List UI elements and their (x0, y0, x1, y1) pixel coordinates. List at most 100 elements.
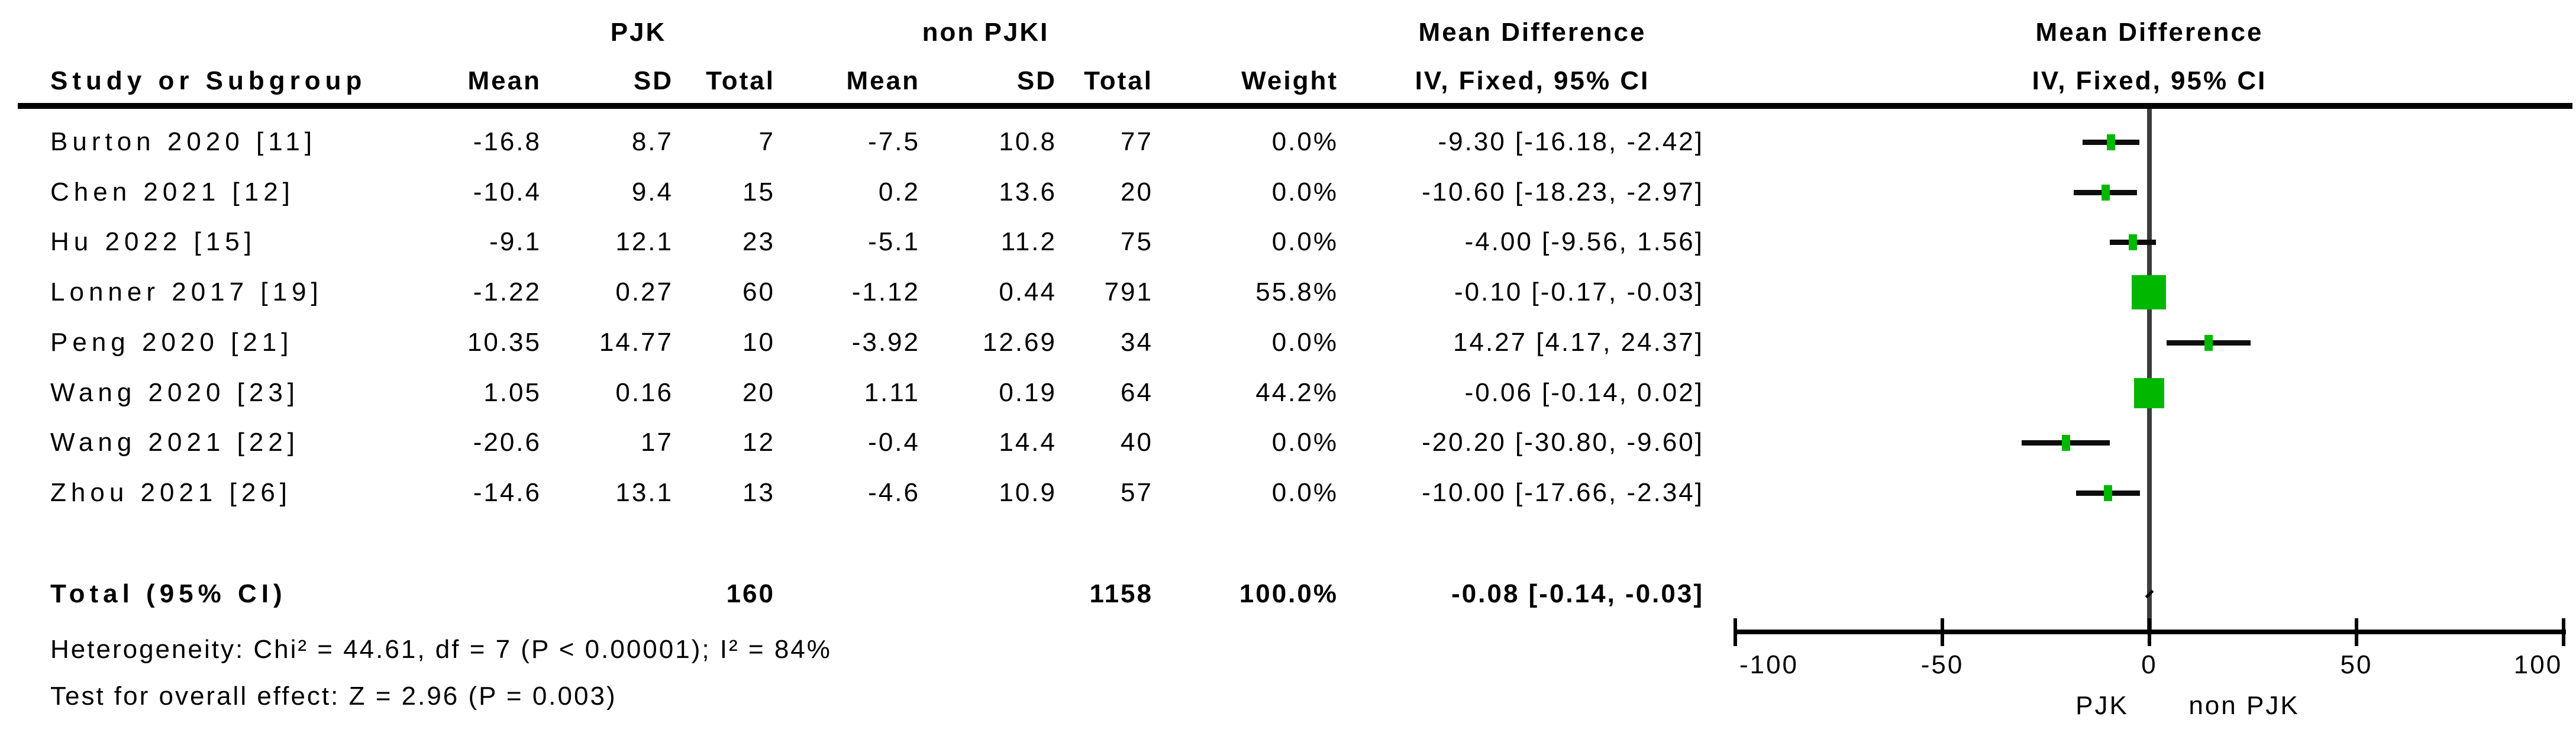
overall-effect-text: Test for overall effect: Z = 2.96 (P = 0… (50, 682, 617, 711)
pjk-mean: 10.35 (467, 328, 541, 357)
x-axis-tick (2148, 618, 2151, 646)
col-header-mean-pjk: Mean (467, 66, 541, 95)
point-estimate-marker (2129, 234, 2137, 250)
effect-column-title: Mean Difference (1418, 18, 1647, 47)
non-pjk-mean: -0.4 (868, 428, 920, 457)
pjk-sd: 12.1 (615, 227, 673, 256)
pjk-mean: -9.1 (489, 227, 541, 256)
pjk-total: 20 (743, 378, 775, 407)
pjk-mean: -20.6 (473, 428, 541, 457)
col-header-study: Study or Subgroup (50, 66, 367, 95)
x-axis-tick-label: 100 (2513, 650, 2563, 679)
col-header-weight: Weight (1241, 66, 1338, 95)
x-axis-tick (1734, 618, 1737, 646)
col-header-total-pjk: Total (706, 66, 775, 95)
md-ci-text: -9.30 [-16.18, -2.42] (1438, 127, 1704, 156)
md-ci-text: -20.20 [-30.80, -9.60] (1422, 428, 1704, 457)
weight-value: 0.0% (1271, 227, 1338, 256)
non-pjk-total: 75 (1121, 227, 1153, 256)
non-pjk-mean: -5.1 (868, 227, 920, 256)
study-name: Chen 2021 [12] (50, 178, 295, 206)
pjk-mean: -10.4 (473, 178, 541, 206)
study-name: Lonner 2017 [19] (50, 277, 323, 306)
x-axis-tick (2355, 618, 2358, 646)
total-label: Total (95% CI) (50, 579, 287, 608)
pjk-total: 7 (758, 127, 775, 156)
point-estimate-marker (2104, 485, 2112, 501)
pjk-mean: -1.22 (473, 277, 541, 306)
point-estimate-marker (2107, 134, 2115, 150)
non-pjk-total: 791 (1104, 277, 1153, 306)
pjk-sd: 13.1 (615, 478, 673, 507)
weight-value: 0.0% (1271, 428, 1338, 457)
pjk-sd: 8.7 (631, 127, 673, 156)
non-pjk-mean: -1.12 (851, 277, 920, 306)
x-axis-tick-label: 50 (2340, 650, 2373, 679)
weight-value: 55.8% (1255, 277, 1338, 306)
point-estimate-marker (2062, 435, 2070, 451)
non-pjk-total: 34 (1121, 328, 1153, 357)
non-pjk-sd: 10.8 (999, 127, 1057, 156)
point-estimate-marker (2204, 335, 2213, 351)
study-name: Wang 2021 [22] (50, 428, 300, 457)
pjk-mean: -14.6 (473, 478, 541, 507)
pjk-total: 10 (743, 328, 775, 357)
md-ci-text: -0.10 [-0.17, -0.03] (1454, 277, 1704, 306)
pjk-total: 15 (743, 178, 775, 206)
md-ci-text: 14.27 [4.17, 24.37] (1453, 328, 1704, 357)
point-estimate-marker (2132, 275, 2166, 309)
pjk-mean: -16.8 (473, 127, 541, 156)
weight-value: 0.0% (1271, 127, 1338, 156)
weight-value: 0.0% (1271, 178, 1338, 206)
study-name: Hu 2022 [15] (50, 227, 256, 256)
col-header-sd-non: SD (1016, 66, 1057, 95)
col-header-plot-ci: IV, Fixed, 95% CI (2032, 66, 2267, 95)
header-rule (18, 103, 2572, 109)
x-axis-tick (2562, 618, 2565, 646)
non-pjk-total: 77 (1121, 127, 1153, 156)
non-pjk-total: 64 (1121, 378, 1153, 407)
heterogeneity-text: Heterogeneity: Chi² = 44.61, df = 7 (P <… (50, 635, 832, 664)
group-header-non-pjk: non PJKI (922, 18, 1050, 47)
weight-value: 44.2% (1255, 378, 1338, 407)
non-pjk-sd: 10.9 (999, 478, 1057, 507)
x-axis-tick (1941, 618, 1944, 646)
plot-column-title: Mean Difference (2035, 18, 2264, 47)
weight-value: 0.0% (1271, 328, 1338, 357)
pjk-sd: 0.27 (615, 277, 673, 306)
md-ci-text: -10.60 [-18.23, -2.97] (1422, 178, 1704, 206)
non-pjk-sd: 0.19 (999, 378, 1057, 407)
zero-line (2147, 109, 2152, 634)
pjk-sd: 0.16 (615, 378, 673, 407)
x-axis-tick-label: -100 (1739, 650, 1799, 679)
non-pjk-mean: 0.2 (878, 178, 920, 206)
pjk-total: 13 (743, 478, 775, 507)
pjk-total: 12 (743, 428, 775, 457)
non-pjk-sd: 14.4 (999, 428, 1057, 457)
non-pjk-mean: -3.92 (851, 328, 920, 357)
group-header-pjk: PJK (610, 18, 667, 47)
point-estimate-marker (2134, 378, 2164, 408)
pjk-total: 23 (743, 227, 775, 256)
col-header-effect-ci: IV, Fixed, 95% CI (1415, 66, 1650, 95)
total-ci-text: -0.08 [-0.14, -0.03] (1451, 579, 1704, 608)
pjk-sd: 17 (641, 428, 673, 457)
study-name: Zhou 2021 [26] (50, 478, 292, 507)
weight-value: 0.0% (1271, 478, 1338, 507)
axis-label-right: non PJK (2188, 691, 2300, 720)
non-pjk-total: 57 (1121, 478, 1153, 507)
md-ci-text: -10.00 [-17.66, -2.34] (1422, 478, 1704, 507)
non-pjk-sd: 13.6 (999, 178, 1057, 206)
total-non-pjk-n: 1158 (1089, 579, 1153, 608)
col-header-sd-pjk: SD (633, 66, 673, 95)
x-axis-tick-label: -50 (1920, 650, 1964, 679)
pjk-total: 60 (743, 277, 775, 306)
axis-label-left: PJK (2075, 691, 2129, 720)
non-pjk-sd: 11.2 (1000, 227, 1057, 256)
study-name: Wang 2020 [23] (50, 378, 300, 407)
study-name: Peng 2020 [21] (50, 328, 293, 357)
col-header-mean-non: Mean (846, 66, 920, 95)
x-axis-tick-label: 0 (2141, 650, 2158, 679)
non-pjk-total: 40 (1121, 428, 1153, 457)
